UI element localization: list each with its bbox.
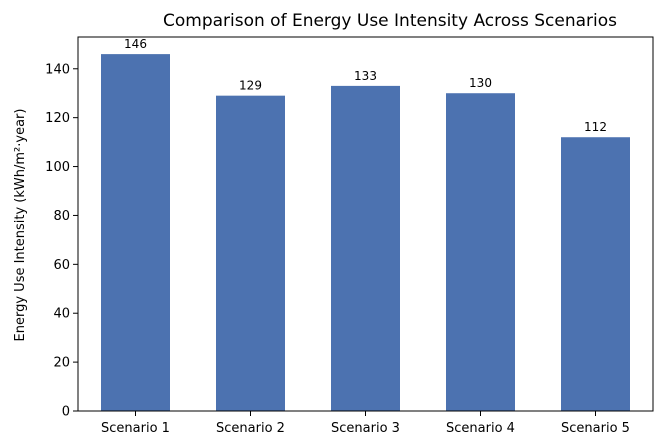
bar-4 bbox=[446, 93, 515, 411]
data-label-4: 130 bbox=[469, 76, 492, 90]
y-tick-label-100: 100 bbox=[45, 160, 70, 175]
y-axis-label: Energy Use Intensity (kWh/m²·year) bbox=[13, 109, 28, 342]
y-tick-label-0: 0 bbox=[62, 405, 70, 420]
x-tick-label-2: Scenario 2 bbox=[216, 421, 285, 436]
y-tick-label-80: 80 bbox=[53, 209, 70, 224]
bars-layer bbox=[101, 54, 630, 412]
y-tick-label-140: 140 bbox=[45, 62, 70, 77]
chart-title: Comparison of Energy Use Intensity Acros… bbox=[163, 11, 617, 31]
y-tick-label-60: 60 bbox=[53, 258, 70, 273]
bar-1 bbox=[101, 54, 170, 411]
data-label-3: 133 bbox=[354, 69, 377, 83]
data-label-5: 112 bbox=[584, 120, 607, 134]
x-tick-label-4: Scenario 4 bbox=[446, 421, 515, 436]
x-tick-label-3: Scenario 3 bbox=[331, 421, 400, 436]
axes-layer: Scenario 1 Scenario 2 Scenario 3 Scenario 4… bbox=[45, 36, 654, 436]
data-label-1: 146 bbox=[124, 37, 147, 51]
bar-2 bbox=[216, 95, 285, 412]
data-labels-layer: 146 129 133 130 112 bbox=[124, 37, 607, 134]
y-tick-label-120: 120 bbox=[45, 111, 70, 126]
x-tick-label-1: Scenario 1 bbox=[101, 421, 170, 436]
bar-3 bbox=[331, 85, 400, 411]
x-tick-label-5: Scenario 5 bbox=[561, 421, 630, 436]
y-tick-label-20: 20 bbox=[53, 356, 70, 371]
data-label-2: 129 bbox=[239, 79, 262, 93]
plot-frame bbox=[77, 36, 654, 412]
y-tick-label-40: 40 bbox=[53, 307, 70, 322]
bar-5 bbox=[561, 137, 630, 411]
